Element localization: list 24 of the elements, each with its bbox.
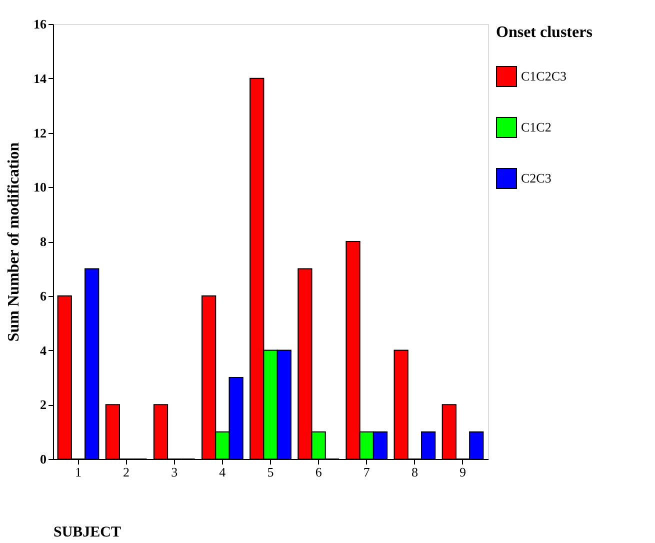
x-tick-label: 2 bbox=[123, 464, 130, 480]
y-tick-label: 12 bbox=[34, 125, 46, 140]
y-axis-title: Sum Number of modification bbox=[6, 142, 22, 342]
x-tick-label: 7 bbox=[363, 464, 370, 480]
x-tick-label: 9 bbox=[460, 464, 466, 480]
x-tick-label: 3 bbox=[171, 464, 178, 480]
y-tick-label: 0 bbox=[40, 452, 46, 466]
legend-label: C2C3 bbox=[521, 170, 552, 186]
x-tick-label: 5 bbox=[267, 464, 274, 480]
legend-label: C1C2 bbox=[521, 120, 552, 134]
x-tick-label: 4 bbox=[219, 464, 226, 480]
y-tick-label: 6 bbox=[40, 288, 47, 304]
legend-label: C1C2C3 bbox=[521, 68, 567, 84]
x-tick-label: 6 bbox=[315, 464, 322, 480]
y-tick-label: 10 bbox=[34, 180, 46, 195]
y-tick-label: 4 bbox=[40, 342, 47, 358]
y-tick-label: 14 bbox=[34, 70, 47, 86]
legend-title: Onset clusters bbox=[496, 24, 592, 41]
x-axis-title: SUBJECT bbox=[54, 524, 122, 540]
x-tick-label: 8 bbox=[411, 464, 418, 480]
y-tick-label: 16 bbox=[34, 16, 47, 32]
y-tick-label: 2 bbox=[40, 397, 46, 412]
x-tick-label: 1 bbox=[74, 464, 82, 480]
y-tick-label: 8 bbox=[40, 234, 47, 249]
